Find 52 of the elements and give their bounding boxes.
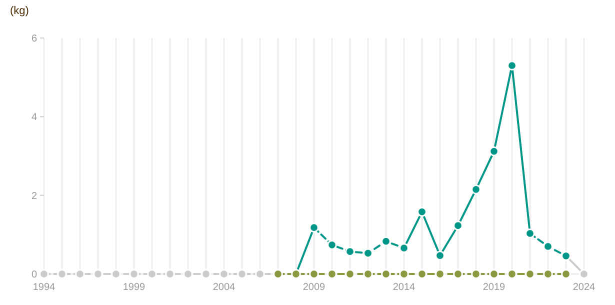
point [543, 242, 553, 252]
point [111, 269, 121, 279]
point [93, 269, 103, 279]
point [57, 269, 67, 279]
x-tick-label: 1994 [32, 282, 56, 293]
point [507, 269, 517, 279]
x-tick-label: 2009 [302, 282, 326, 293]
point [435, 269, 445, 279]
point [219, 269, 229, 279]
point [39, 269, 49, 279]
x-tick-label: 1999 [122, 282, 146, 293]
y-tick-label: 2 [31, 190, 38, 202]
point [525, 269, 535, 279]
point [507, 60, 517, 70]
point [453, 220, 463, 231]
point [543, 269, 553, 279]
y-tick-label: 6 [31, 34, 38, 44]
point [363, 269, 373, 279]
point [201, 269, 211, 279]
point [147, 269, 157, 279]
point [183, 269, 193, 279]
point [327, 240, 337, 250]
point [435, 250, 445, 260]
point [255, 269, 265, 279]
point [129, 269, 139, 279]
x-tick-label: 2014 [392, 282, 416, 293]
point [417, 206, 427, 217]
point [471, 269, 481, 279]
point [417, 269, 427, 279]
x-tick-label: 2024 [572, 282, 596, 293]
x-tick-label: 2019 [482, 282, 506, 293]
point [489, 146, 499, 156]
point [75, 269, 85, 279]
y-tick-label: 0 [31, 270, 38, 280]
point [165, 269, 175, 279]
point [309, 269, 319, 279]
point [237, 269, 247, 279]
y-axis-title: (kg) [10, 5, 29, 17]
point [453, 269, 463, 279]
point [381, 236, 391, 246]
point [345, 246, 355, 257]
point [399, 269, 409, 279]
x-tick-label: 2004 [212, 282, 236, 293]
y-tick-label: 4 [31, 112, 38, 124]
point [561, 269, 571, 279]
point [489, 269, 499, 279]
point [345, 269, 355, 279]
point [381, 269, 391, 279]
point [579, 269, 589, 279]
point [363, 248, 373, 258]
point [327, 269, 337, 279]
point [471, 184, 481, 194]
